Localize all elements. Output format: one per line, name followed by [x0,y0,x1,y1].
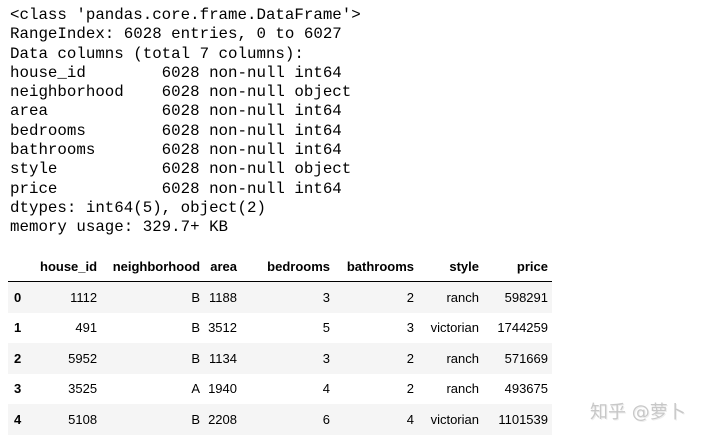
info-line: price 6028 non-null int64 [10,179,342,198]
cell-area: 1134 [209,350,237,366]
table-row: 0 1112 B 1188 3 2 ranch 598291 [8,281,552,313]
info-line: memory usage: 329.7+ KB [10,218,229,237]
column-header-bathrooms: bathrooms [334,251,418,282]
cell-house_id: 1112 [70,289,98,305]
row-index: 2 [14,350,22,366]
info-line: neighborhood 6028 non-null object [10,83,352,102]
info-line: <class 'pandas.core.frame.DataFrame'> [10,6,361,24]
dataframe-head-table: house_id neighborhood area bedrooms bathroom… [8,251,552,435]
cell-neighborhood: B [191,320,201,336]
cell-bathrooms: 2 [406,381,414,397]
cell-bathrooms: 2 [406,350,414,366]
info-line: Data columns (total 7 columns): [10,44,304,63]
cell-area: 3512 [208,320,237,336]
cell-neighborhood: B [191,411,201,427]
info-line: area 6028 non-null int64 [10,102,342,121]
watermark: 知乎 @萝卜 [590,402,686,423]
info-line: dtypes: int64(5), object(2) [10,198,266,217]
row-index: 0 [14,289,22,305]
cell-price: 493675 [504,381,548,397]
column-header-style: style [418,251,483,282]
cell-house_id: 5952 [68,350,98,366]
cell-price: 1744259 [497,320,548,336]
column-header-bedrooms: bedrooms [241,251,334,282]
cell-price: 598291 [504,289,548,305]
table-row: 4 5108 B 2208 6 4 victorian 1101539 [8,404,552,435]
column-header-area: area [204,251,241,282]
cell-bedrooms: 6 [322,411,330,427]
cell-house_id: 3525 [68,381,98,397]
cell-house_id: 491 [75,320,98,336]
info-line: RangeIndex: 6028 entries, 0 to 6027 [10,25,342,44]
table-row: 1 491 B 3512 5 3 victorian 1744259 [8,313,552,344]
info-line: bedrooms 6028 non-null int64 [10,121,342,140]
cell-style: ranch [446,381,479,397]
row-index: 3 [14,381,22,397]
column-header-price: price [483,251,552,282]
cell-bedrooms: 5 [322,320,330,336]
cell-house_id: 5108 [68,411,98,427]
cell-bathrooms: 3 [406,320,414,336]
cell-bathrooms: 2 [406,289,414,305]
table-row: 3 3525 A 1940 4 2 ranch 493675 [8,374,552,405]
table-row: 2 5952 B 1134 3 2 ranch 571669 [8,343,552,374]
cell-style: victorian [430,320,479,336]
cell-bedrooms: 3 [322,350,330,366]
cell-bedrooms: 3 [322,289,330,305]
cell-area: 1940 [208,381,237,397]
column-header-house_id: house_id [36,251,102,282]
row-index: 1 [14,320,22,336]
cell-bedrooms: 4 [322,381,330,397]
cell-neighborhood: B [191,350,201,366]
cell-style: victorian [430,411,479,427]
info-line: house_id 6028 non-null int64 [10,63,342,82]
cell-style: ranch [446,289,479,305]
table-header-row: house_id neighborhood area bedrooms bathroom… [8,251,552,282]
cell-neighborhood: B [191,289,201,305]
row-index: 4 [14,411,22,427]
cell-price: 571669 [504,350,548,366]
index-header [8,251,36,282]
info-line: style 6028 non-null object [10,160,352,179]
cell-area: 1188 [209,289,237,305]
cell-bathrooms: 4 [406,411,414,427]
cell-price: 1101539 [498,411,548,427]
cell-area: 2208 [208,411,237,427]
column-header-neighborhood: neighborhood [101,251,205,282]
cell-style: ranch [446,350,479,366]
dataframe-info-output: <class 'pandas.core.frame.DataFrame'> Ran… [10,6,361,238]
cell-neighborhood: A [191,381,201,397]
info-line: bathrooms 6028 non-null int64 [10,141,342,160]
